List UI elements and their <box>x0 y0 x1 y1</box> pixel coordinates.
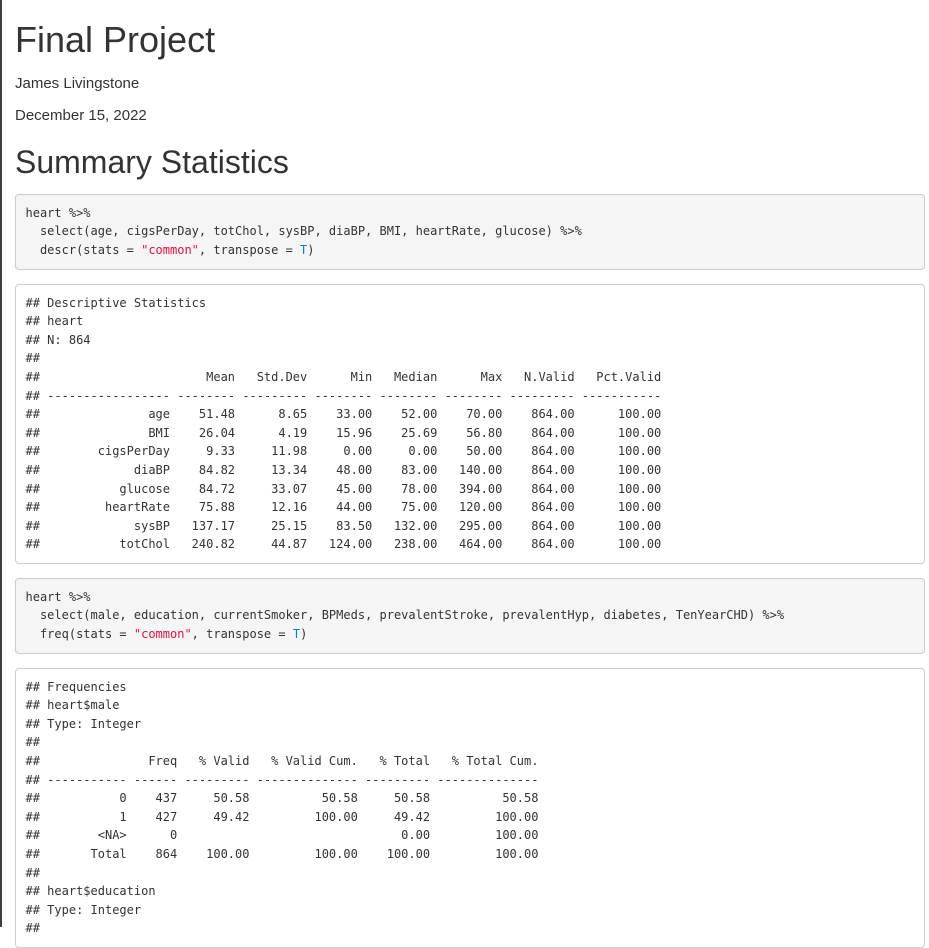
date: December 15, 2022 <box>15 106 147 124</box>
code-token: ) <box>307 242 315 257</box>
code-token: T <box>300 242 308 257</box>
section-heading: Summary Statistics <box>15 143 289 180</box>
code-token: select(age, cigsPerDay, totChol, sysBP, … <box>25 224 582 239</box>
code-token: , transpose = <box>198 242 301 257</box>
code-token: "common" <box>141 242 199 257</box>
code-token: heart %>% <box>25 205 91 220</box>
author: James Livingstone <box>15 74 140 92</box>
code-token: heart %>% <box>25 589 91 604</box>
window-left-edge <box>0 0 2 927</box>
page-title: Final Project <box>15 19 216 60</box>
code-token: , transpose = <box>191 627 293 642</box>
code-token: freq(stats = <box>25 627 134 642</box>
code-token: select(male, education, currentSmoker, B… <box>25 608 785 623</box>
r-source-block-descr: heart %>% select(age, cigsPerDay, totCho… <box>15 193 925 270</box>
r-source-block-freq: heart %>% select(male, education, curren… <box>15 577 925 654</box>
r-output-block-freq: ## Frequencies ## heart$male ## Type: In… <box>15 667 925 948</box>
r-output-block-descr: ## Descriptive Statistics ## heart ## N:… <box>15 283 925 564</box>
code-token: ) <box>300 627 308 642</box>
code-token: T <box>292 627 301 642</box>
code-token: "common" <box>133 627 192 642</box>
code-token: descr(stats = <box>25 242 142 257</box>
